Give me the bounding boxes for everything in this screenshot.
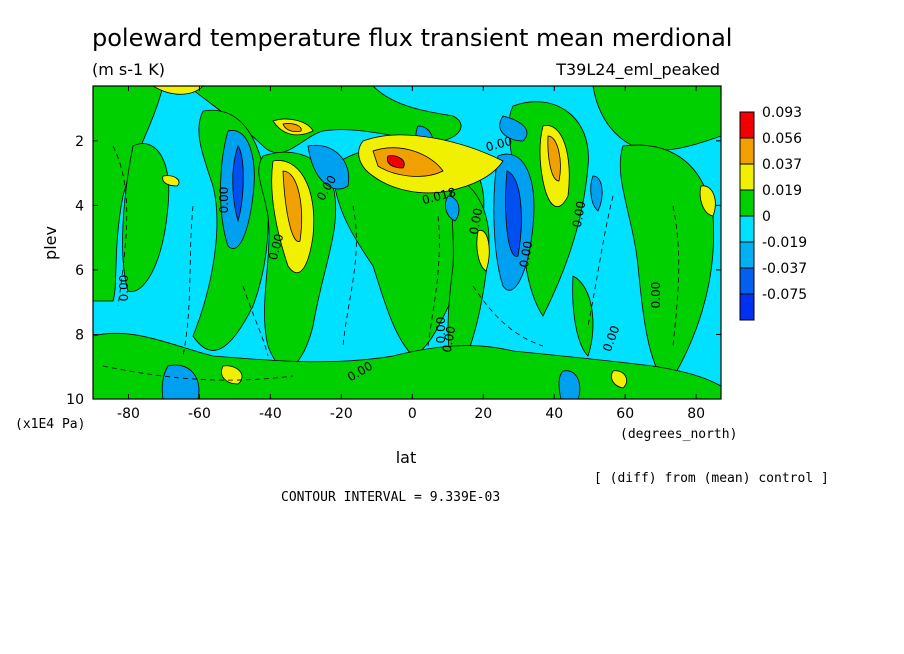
negative-region	[505, 170, 522, 257]
legend-swatch	[739, 241, 755, 269]
contour-field	[93, 86, 721, 399]
negative-region	[590, 175, 603, 212]
positive-region	[282, 170, 302, 242]
contour-value-label: 0.00	[517, 240, 535, 269]
legend-swatch	[739, 267, 755, 295]
negative-contour-line	[427, 215, 440, 347]
legend-level-label: 0	[762, 209, 771, 225]
y-tick-label: 2	[75, 134, 84, 150]
negative-region	[558, 370, 581, 399]
legend-swatch	[739, 215, 755, 243]
negative-contour-line	[472, 285, 544, 347]
contour-value-label: 0.00	[649, 282, 663, 309]
legend-level-label: -0.019	[762, 235, 807, 251]
legend-level-label: 0.093	[762, 105, 802, 121]
positive-region	[476, 230, 490, 272]
contour-value-label: 0.00	[467, 207, 485, 236]
y-tick-label: 6	[75, 263, 84, 279]
positive-region	[187, 86, 462, 153]
positive-region	[282, 123, 302, 132]
negative-contour-line	[182, 205, 194, 357]
diff-note: [ (diff) from (mean) control ]	[594, 471, 829, 486]
x-tick-label: 80	[687, 406, 705, 422]
contour-value-label: 0.00	[484, 134, 513, 154]
x-tick-label: 0	[408, 406, 417, 422]
positive-region	[611, 370, 627, 389]
negative-contour-line	[102, 365, 294, 381]
negative-region	[444, 195, 460, 222]
legend-level-label: -0.037	[762, 261, 807, 277]
x-axis-units: (degrees_north)	[620, 427, 737, 442]
negative-contour-line	[587, 195, 614, 327]
positive-region	[386, 155, 405, 169]
y-tick-label: 10	[66, 392, 84, 408]
positive-region	[221, 365, 243, 385]
y-tick-label: 8	[75, 327, 84, 343]
x-tick-label: -40	[259, 406, 282, 422]
x-tick-label: 40	[545, 406, 563, 422]
negative-region	[499, 115, 528, 142]
x-tick-label: 20	[474, 406, 492, 422]
contour-interval: CONTOUR INTERVAL = 9.339E-03	[281, 490, 500, 505]
run-label: T39L24_eml_peaked	[555, 60, 720, 80]
positive-region	[699, 185, 716, 217]
legend-swatch	[739, 137, 755, 165]
negative-region	[161, 364, 200, 399]
y-axis: 2 4 6 8 10	[66, 134, 721, 408]
color-legend: 0.093 0.056 0.037 0.019 0 -0.019 -0.037 -0.075	[739, 105, 807, 321]
legend-level-label: 0.056	[762, 131, 802, 147]
x-axis: -80 -60 -40 -20 0 20 40 60 80	[117, 86, 705, 422]
positive-region	[547, 135, 561, 182]
contour-lines	[102, 145, 680, 381]
positive-region	[162, 175, 180, 187]
positive-region	[93, 86, 164, 302]
x-tick-label: -20	[330, 406, 353, 422]
legend-level-label: -0.075	[762, 287, 807, 303]
contour-value-label: 0.00	[217, 187, 231, 214]
positive-region	[122, 143, 170, 292]
negative-region	[307, 144, 350, 190]
contour-value-label: 0.00	[117, 275, 131, 302]
legend-level-label: 0.019	[762, 183, 802, 199]
field-layer	[93, 86, 721, 399]
x-tick-label: -60	[188, 406, 211, 422]
dashed-contours	[102, 145, 680, 381]
y-axis-units: (x1E4 Pa)	[15, 417, 85, 432]
contour-value-label: 0.00	[266, 232, 286, 261]
positive-region	[572, 275, 594, 357]
negative-contour-line	[112, 145, 128, 307]
legend-swatch	[739, 111, 755, 139]
legend-level-label: 0.037	[762, 157, 802, 173]
legend-swatch	[739, 189, 755, 217]
plot-frame	[92, 85, 722, 400]
contour-value-label: 0.00	[434, 317, 448, 344]
y-tick-label: 4	[75, 198, 84, 214]
y-axis-label: plev	[41, 226, 60, 260]
contour-value-label: 0.00	[570, 200, 588, 229]
chart-units: (m s-1 K)	[92, 60, 165, 79]
chart-title: poleward temperature flux transient mean…	[92, 24, 732, 52]
legend-swatch	[739, 293, 755, 321]
x-axis-label: lat	[396, 448, 417, 467]
legend-swatch	[739, 163, 755, 191]
negative-region	[232, 145, 244, 223]
plot-area: 0.000.000.000.000.000.000.000.000.000.00…	[93, 86, 721, 399]
x-tick-label: -80	[117, 406, 140, 422]
contour-labels: 0.000.000.000.000.000.000.000.000.000.00…	[117, 134, 663, 384]
contour-value-label: 0.00	[440, 325, 458, 354]
positive-region	[372, 147, 444, 177]
x-tick-label: 60	[616, 406, 634, 422]
